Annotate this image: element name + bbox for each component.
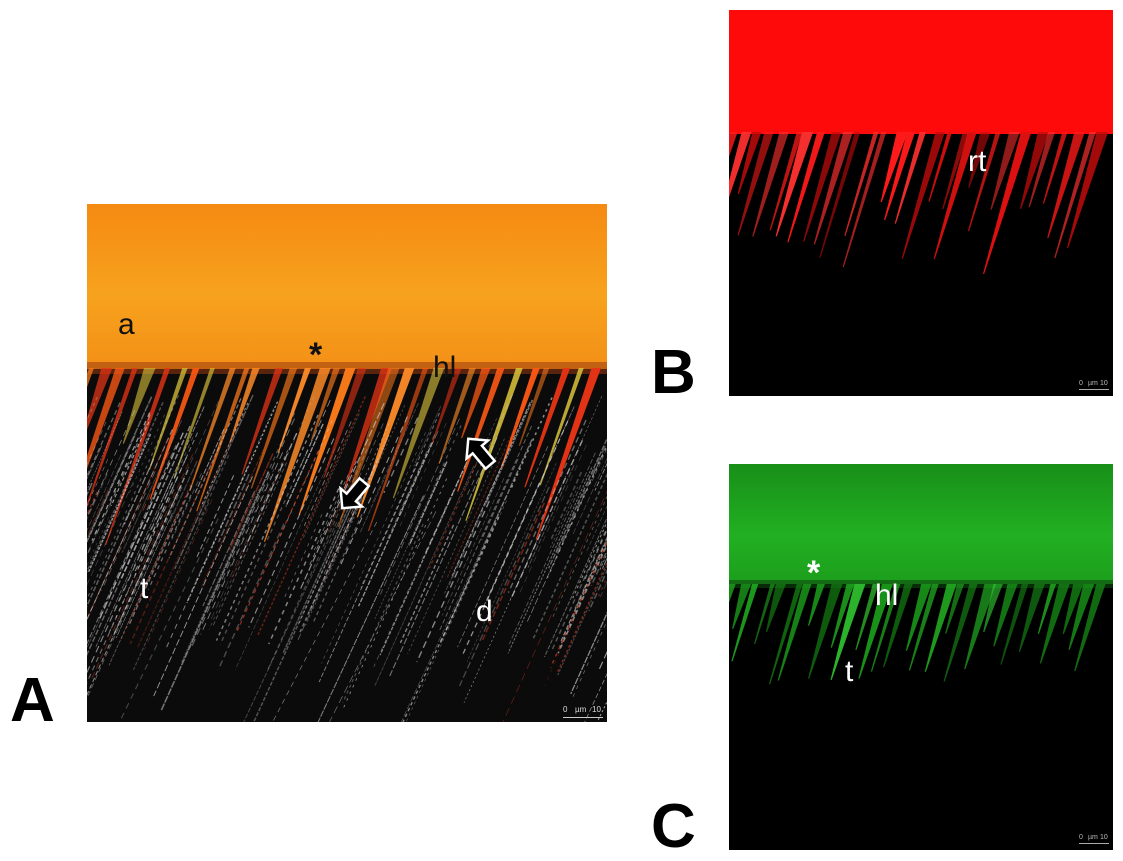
open-arrow-icon <box>339 476 371 510</box>
label-tags: t <box>140 572 149 605</box>
panel-letter-b: B <box>651 338 696 407</box>
panel-letter-a: A <box>10 666 55 735</box>
scale-unit: µm <box>1088 834 1098 841</box>
scale-unit: µm <box>1088 380 1098 387</box>
panel-a-image: a * hl t d 0 µm 10 <box>87 204 607 722</box>
label-asterisk: * <box>309 336 323 374</box>
scale-bar: 0 µm 10 <box>1079 380 1109 390</box>
scale-bar: 0 µm 10 <box>563 706 603 718</box>
panel-c-image: * hl t 0 µm 10 <box>729 464 1113 850</box>
scale-unit: µm <box>575 705 587 714</box>
label-dentin: d <box>476 595 493 628</box>
label-adhesive: a <box>118 308 135 341</box>
open-arrow-icon <box>465 437 497 471</box>
label-tags: t <box>845 655 854 688</box>
scale-value: 10 <box>1100 834 1108 841</box>
label-hybrid-layer: hl <box>433 351 457 384</box>
scale-zero: 0 <box>1079 380 1083 387</box>
panel-a-micrograph <box>87 204 607 722</box>
label-resin-tags: rt <box>968 145 987 178</box>
arrow-icons <box>339 437 497 510</box>
scale-bar: 0 µm 10 <box>1079 834 1109 844</box>
scale-value: 10 <box>592 705 601 714</box>
panel-letter-c: C <box>651 792 696 861</box>
scale-zero: 0 <box>1079 834 1083 841</box>
label-hybrid-layer: hl <box>875 579 899 612</box>
scale-zero: 0 <box>563 705 568 714</box>
panel-b-micrograph <box>729 10 1113 396</box>
scale-value: 10 <box>1100 380 1108 387</box>
panel-c-micrograph <box>729 464 1113 850</box>
panel-b-image: rt 0 µm 10 <box>729 10 1113 396</box>
label-asterisk: * <box>807 554 821 592</box>
